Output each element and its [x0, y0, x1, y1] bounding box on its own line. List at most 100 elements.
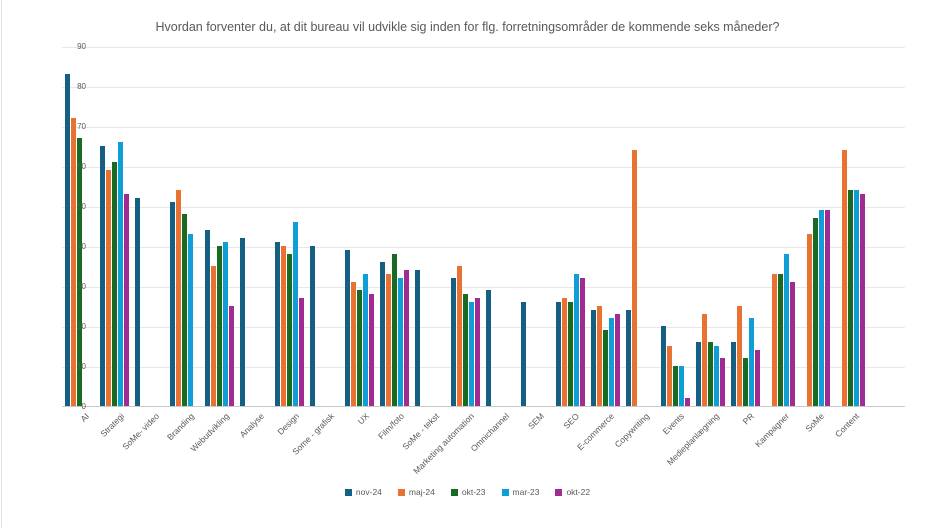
- bar-group-22: [833, 47, 868, 406]
- bar-okt-22-content[interactable]: [860, 194, 866, 406]
- x-axis-category-label-22: Content: [833, 411, 862, 440]
- x-axis-category-label-16: Copywriting: [612, 411, 652, 450]
- bar-nov-24-marketing-automation[interactable]: [450, 278, 456, 406]
- bar-okt-22-e-commerce[interactable]: [614, 314, 620, 406]
- gridline-10: [62, 367, 905, 368]
- legend-item-maj-24[interactable]: maj-24: [397, 487, 435, 497]
- bar-nov-24-e-commerce[interactable]: [590, 310, 596, 406]
- legend-item-okt-23[interactable]: okt-23: [450, 487, 486, 497]
- bar-okt-23-webudvikling[interactable]: [217, 246, 223, 406]
- bar-maj-24-e-commerce[interactable]: [596, 306, 602, 406]
- bar-mar-23-seo[interactable]: [573, 274, 579, 406]
- bar-okt-22-design[interactable]: [299, 298, 305, 406]
- legend-item-okt-22[interactable]: okt-22: [555, 487, 590, 497]
- bar-maj-24-content[interactable]: [842, 150, 848, 406]
- bar-okt-23-some[interactable]: [813, 218, 818, 406]
- bar-mar-23-marketing-automation[interactable]: [468, 302, 474, 406]
- bar-maj-24-seo[interactable]: [561, 298, 567, 406]
- bar-nov-24-ai[interactable]: [65, 74, 71, 406]
- bar-group-21: [798, 47, 833, 406]
- bar-mar-23-strategi[interactable]: [118, 142, 124, 406]
- bar-okt-23-seo[interactable]: [567, 302, 573, 406]
- bar-maj-24-webudvikling[interactable]: [211, 266, 217, 406]
- bar-okt-23-kampagner[interactable]: [777, 274, 783, 406]
- bar-okt-22-some[interactable]: [825, 210, 830, 406]
- bar-mar-23-ux[interactable]: [363, 274, 369, 406]
- bar-okt-22-webudvikling[interactable]: [229, 306, 235, 406]
- bar-okt-23-design[interactable]: [287, 254, 293, 406]
- bar-nov-24-medieplanlægning[interactable]: [695, 342, 701, 406]
- gridline-30: [62, 287, 905, 288]
- bar-nov-24-branding[interactable]: [170, 202, 176, 406]
- legend-item-nov-24[interactable]: nov-24: [344, 487, 382, 497]
- bar-maj-24-medieplanlægning[interactable]: [701, 314, 707, 406]
- bar-maj-24-copywriting[interactable]: [631, 150, 637, 406]
- bar-okt-22-medieplanlægning[interactable]: [719, 358, 725, 406]
- bar-okt-23-events[interactable]: [672, 366, 678, 406]
- bar-mar-23-branding[interactable]: [188, 234, 194, 406]
- bar-nov-24-ux[interactable]: [345, 250, 351, 406]
- bar-maj-24-ux[interactable]: [351, 282, 357, 406]
- bar-nov-24-some---tekst[interactable]: [415, 270, 421, 406]
- bar-nov-24-some---grafisk[interactable]: [310, 246, 316, 406]
- bar-mar-23-film/foto[interactable]: [398, 278, 404, 406]
- bar-nov-24-copywriting[interactable]: [625, 310, 631, 406]
- bar-maj-24-marketing-automation[interactable]: [456, 266, 462, 406]
- bar-okt-22-events[interactable]: [684, 398, 690, 406]
- bar-okt-22-seo[interactable]: [579, 278, 585, 406]
- bar-maj-24-strategi[interactable]: [106, 170, 112, 406]
- bar-nov-24-seo[interactable]: [555, 302, 561, 406]
- bar-okt-23-marketing-automation[interactable]: [462, 294, 468, 406]
- bar-nov-24-omnichannel[interactable]: [485, 290, 491, 406]
- y-axis-tick-label-10: 10: [77, 362, 86, 371]
- bar-mar-23-medieplanlægning[interactable]: [713, 346, 719, 406]
- bar-okt-23-strategi[interactable]: [112, 162, 118, 406]
- bar-okt-22-strategi[interactable]: [124, 194, 130, 406]
- bar-maj-24-some[interactable]: [807, 234, 812, 406]
- bar-maj-24-events[interactable]: [666, 346, 672, 406]
- bar-okt-22-marketing-automation[interactable]: [474, 298, 480, 406]
- bar-okt-22-film/foto[interactable]: [404, 270, 410, 406]
- bar-okt-23-branding[interactable]: [182, 214, 188, 406]
- gridline-70: [62, 127, 905, 128]
- bar-mar-23-events[interactable]: [678, 366, 684, 406]
- bar-nov-24-design[interactable]: [275, 242, 281, 406]
- bar-maj-24-branding[interactable]: [176, 190, 182, 406]
- bar-maj-24-ai[interactable]: [71, 118, 77, 406]
- bar-maj-24-design[interactable]: [281, 246, 287, 406]
- bar-nov-24-events[interactable]: [660, 326, 666, 406]
- bar-nov-24-pr[interactable]: [730, 342, 736, 406]
- bar-okt-23-ai[interactable]: [77, 138, 83, 406]
- bar-okt-23-pr[interactable]: [742, 358, 748, 406]
- bar-okt-23-film/foto[interactable]: [392, 254, 398, 406]
- bar-nov-24-sem[interactable]: [520, 302, 526, 406]
- bar-nov-24-some--video[interactable]: [135, 198, 141, 406]
- bar-okt-23-e-commerce[interactable]: [602, 330, 608, 406]
- bar-nov-24-film/foto[interactable]: [380, 262, 386, 406]
- bar-nov-24-strategi[interactable]: [100, 146, 106, 406]
- bar-mar-23-pr[interactable]: [748, 318, 754, 406]
- legend-swatch-icon: [397, 488, 405, 496]
- bar-okt-22-kampagner[interactable]: [789, 282, 795, 406]
- bar-nov-24-analyse[interactable]: [240, 238, 246, 406]
- bar-mar-23-design[interactable]: [293, 222, 299, 406]
- bar-mar-23-kampagner[interactable]: [783, 254, 789, 406]
- bar-maj-24-pr[interactable]: [736, 306, 742, 406]
- bar-nov-24-webudvikling[interactable]: [205, 230, 211, 406]
- bar-mar-23-webudvikling[interactable]: [223, 242, 229, 406]
- bar-group-2: [132, 47, 167, 406]
- bar-okt-23-content[interactable]: [848, 190, 854, 406]
- bar-mar-23-content[interactable]: [854, 190, 860, 406]
- bar-maj-24-kampagner[interactable]: [771, 274, 777, 406]
- bar-mar-23-some[interactable]: [819, 210, 824, 406]
- bar-maj-24-film/foto[interactable]: [386, 274, 392, 406]
- bar-okt-22-pr[interactable]: [754, 350, 760, 406]
- bar-okt-22-ux[interactable]: [369, 294, 375, 406]
- legend-item-mar-23[interactable]: mar-23: [501, 487, 539, 497]
- bar-mar-23-e-commerce[interactable]: [608, 318, 614, 406]
- bar-okt-23-ux[interactable]: [357, 290, 363, 406]
- bar-okt-23-medieplanlægning[interactable]: [707, 342, 713, 406]
- bar-group-16: [623, 47, 658, 406]
- x-axis-category-label-19: PR: [740, 411, 757, 427]
- legend-swatch-icon: [501, 488, 509, 496]
